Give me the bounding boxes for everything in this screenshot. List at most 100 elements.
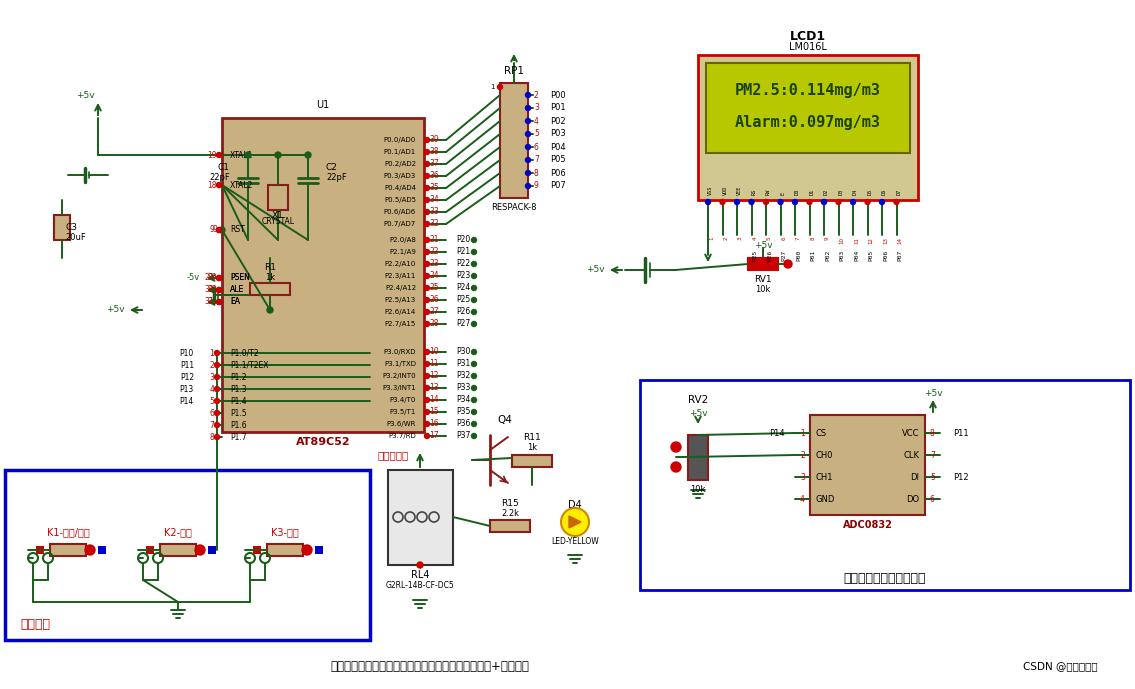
Text: 2: 2 [197,547,202,553]
Bar [640,380,1130,590]
Circle shape [424,386,429,391]
Text: 37: 37 [429,159,439,169]
Text: P3.2/INT0: P3.2/INT0 [382,373,417,379]
Bar [5,470,370,640]
Circle shape [424,150,429,154]
Text: 4: 4 [209,384,215,393]
Text: LED-YELLOW: LED-YELLOW [552,537,599,546]
Circle shape [836,200,841,205]
Circle shape [215,351,219,356]
Text: D6: D6 [882,189,886,195]
Text: P1.7: P1.7 [230,433,246,442]
Text: P03: P03 [840,250,844,261]
Text: P3.1/TXD: P3.1/TXD [384,361,417,367]
Text: P0.3/AD3: P0.3/AD3 [384,173,417,179]
Text: P3.0/RXD: P3.0/RXD [384,349,417,355]
Text: P02: P02 [825,250,830,261]
Circle shape [217,300,221,305]
Text: 2: 2 [209,360,215,369]
Text: XTAL2: XTAL2 [230,181,253,189]
Circle shape [424,185,429,190]
Text: 3: 3 [738,237,743,240]
Text: P26: P26 [767,250,772,261]
Text: D4: D4 [854,189,858,195]
Circle shape [706,200,711,205]
Bar [54,215,70,240]
Text: 1: 1 [709,237,714,240]
Text: 5: 5 [209,396,215,406]
Text: P14: P14 [179,396,194,406]
Text: 8: 8 [810,237,816,240]
Text: 10: 10 [840,237,844,244]
Text: P0.1/AD1: P0.1/AD1 [384,149,417,155]
Circle shape [561,508,589,536]
Text: +5v: +5v [689,409,707,418]
Circle shape [822,200,826,205]
Text: 9: 9 [212,225,217,234]
Text: P03: P03 [550,130,565,138]
Text: P35: P35 [456,407,470,416]
Bar [268,185,288,210]
Text: +5v: +5v [587,265,605,274]
Text: 3: 3 [800,473,805,482]
Text: 2: 2 [800,451,805,460]
Bar [222,118,424,432]
Text: 3: 3 [533,103,539,112]
Text: C1: C1 [218,163,230,172]
Text: LCD1: LCD1 [790,30,826,43]
Text: 12: 12 [429,371,438,380]
Text: Alarm:0.097mg/m3: Alarm:0.097mg/m3 [735,116,881,130]
Circle shape [526,145,530,150]
Text: P2.3/A11: P2.3/A11 [385,273,417,279]
Circle shape [217,300,221,305]
Text: 7: 7 [796,237,801,240]
Circle shape [424,198,429,203]
Text: K2-加值: K2-加值 [165,527,192,537]
Text: DI: DI [910,473,919,482]
Text: 9: 9 [209,225,215,234]
Text: 23: 23 [429,260,438,269]
Circle shape [850,200,856,205]
Text: P06: P06 [883,250,888,261]
Text: CH1: CH1 [816,473,833,482]
Text: P1.6: P1.6 [230,420,246,429]
Text: CH0: CH0 [816,451,833,460]
Text: CRYSTAL: CRYSTAL [261,218,294,227]
Text: 10: 10 [429,347,438,356]
Text: 29: 29 [204,274,215,282]
Bar [688,435,708,480]
Text: PM2.5:0.114mg/m3: PM2.5:0.114mg/m3 [735,83,881,98]
Circle shape [471,373,477,378]
Text: 调节变阻器模拟浓度变化: 调节变阻器模拟浓度变化 [843,571,926,584]
Circle shape [424,349,429,355]
Text: 3: 3 [305,547,309,553]
Circle shape [245,152,251,158]
Text: P25: P25 [753,250,757,261]
Text: P01: P01 [550,103,565,112]
Circle shape [471,362,477,367]
Circle shape [471,409,477,415]
Text: P2.4/A12: P2.4/A12 [385,285,417,291]
Circle shape [424,238,429,243]
Circle shape [424,298,429,302]
Text: P24: P24 [456,283,470,293]
Text: P2.5/A13: P2.5/A13 [385,297,417,303]
Text: P21: P21 [456,247,470,256]
Text: RP1: RP1 [504,66,524,76]
Circle shape [417,562,423,568]
Circle shape [471,322,477,327]
Circle shape [424,161,429,167]
Bar [748,258,777,270]
Text: 26: 26 [429,296,438,305]
Circle shape [424,409,429,415]
Text: 9: 9 [533,181,539,190]
Text: P0.6/AD6: P0.6/AD6 [384,209,417,215]
Circle shape [526,119,530,123]
Text: 6: 6 [209,409,215,418]
Text: R15: R15 [502,499,519,508]
Text: P34: P34 [456,395,470,404]
Text: VDD: VDD [723,185,728,195]
Text: P1.1/T2EX: P1.1/T2EX [230,360,269,369]
Text: E: E [781,192,785,195]
Circle shape [195,545,205,555]
